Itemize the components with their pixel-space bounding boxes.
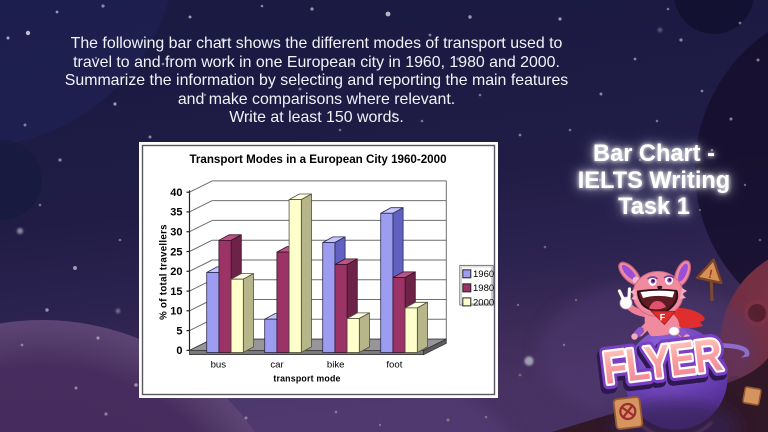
- svg-text:25: 25: [170, 246, 182, 258]
- svg-text:0: 0: [176, 345, 182, 357]
- svg-text:transport mode: transport mode: [273, 374, 340, 384]
- svg-text:Transport Modes in a European: Transport Modes in a European City 1960-…: [189, 153, 446, 166]
- svg-text:15: 15: [170, 286, 182, 298]
- svg-text:% of total travellers: % of total travellers: [159, 224, 170, 320]
- svg-text:35: 35: [170, 207, 182, 219]
- svg-text:F: F: [660, 313, 666, 323]
- svg-text:bus: bus: [211, 360, 227, 371]
- svg-text:1980: 1980: [473, 283, 494, 294]
- svg-text:!: !: [707, 267, 714, 282]
- svg-text:1960: 1960: [473, 269, 494, 280]
- svg-text:car: car: [270, 360, 284, 371]
- svg-text:20: 20: [170, 266, 182, 278]
- svg-text:30: 30: [170, 227, 182, 239]
- svg-text:bike: bike: [327, 360, 345, 371]
- svg-text:40: 40: [170, 187, 182, 199]
- svg-text:5: 5: [176, 325, 182, 337]
- svg-text:2000: 2000: [473, 297, 494, 308]
- svg-text:foot: foot: [386, 360, 402, 371]
- svg-text:10: 10: [170, 306, 182, 318]
